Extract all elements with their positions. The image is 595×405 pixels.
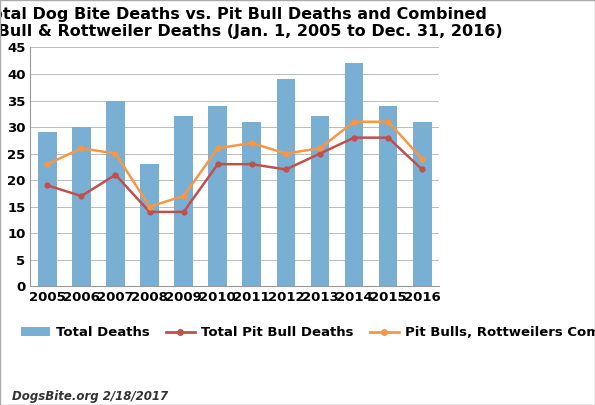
Bar (106, 100, 125, 286)
Bar (242, 122, 261, 286)
Bar (208, 106, 227, 286)
Text: DogsBite.org 2/18/2017: DogsBite.org 2/18/2017 (12, 390, 168, 403)
Bar (345, 63, 364, 286)
Bar (72, 127, 91, 286)
Bar (174, 116, 193, 286)
Bar (379, 106, 397, 286)
Bar (277, 79, 295, 286)
Title: Total Dog Bite Deaths vs. Pit Bull Deaths and Combined
Pit Bull & Rottweiler Dea: Total Dog Bite Deaths vs. Pit Bull Death… (0, 7, 503, 39)
Legend: Total Deaths, Total Pit Bull Deaths, Pit Bulls, Rottweilers Combined: Total Deaths, Total Pit Bull Deaths, Pit… (21, 326, 595, 339)
Bar (38, 132, 57, 286)
Bar (140, 164, 159, 286)
Bar (413, 122, 431, 286)
Bar (311, 116, 330, 286)
